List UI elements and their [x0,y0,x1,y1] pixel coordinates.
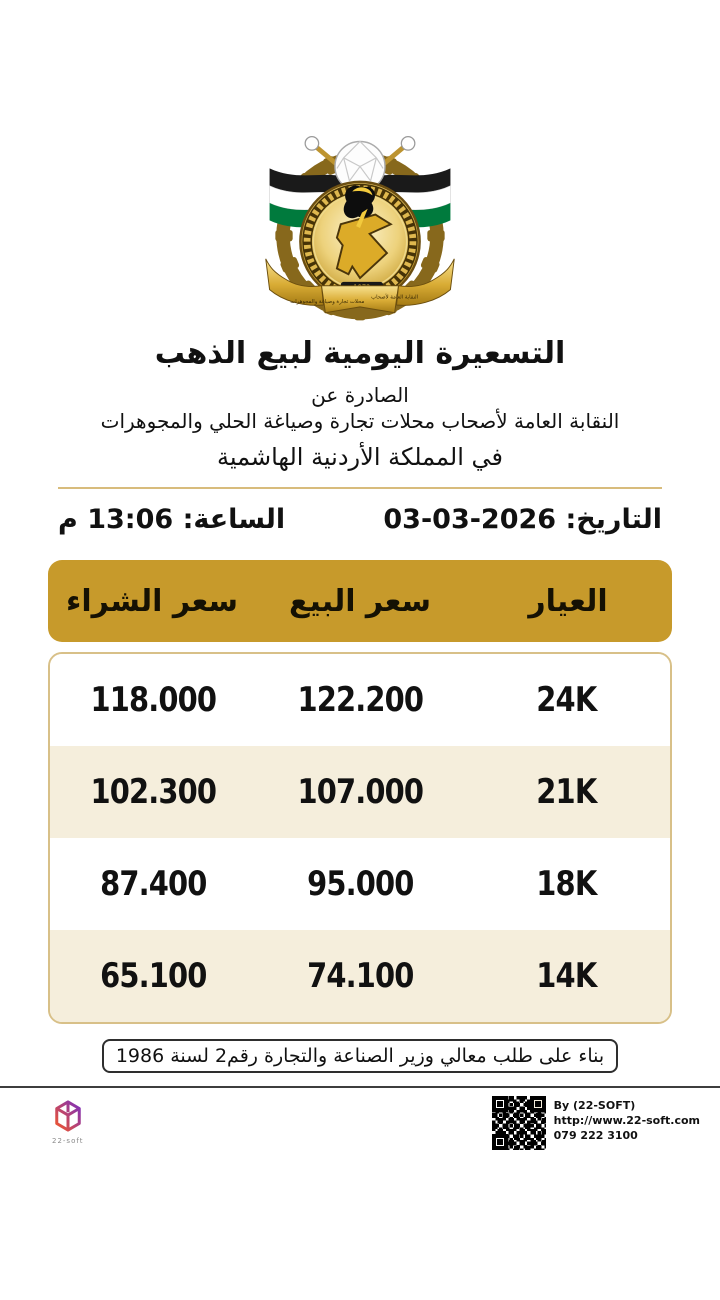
column-buy-price: سعر الشراء [66,583,238,619]
sell-cell: 122.200 [297,680,424,720]
table-header: العيار سعر البيع سعر الشراء [48,560,672,642]
scepter-tip-left [304,136,320,151]
column-karat: العيار [528,583,608,619]
22soft-logo-icon [54,1100,81,1132]
sell-cell: 107.000 [297,772,424,812]
buy-cell: 102.300 [90,772,217,812]
ribbon-banner-icon: النقابة العامة لأصحاب محلات تجارة وصياغة… [265,258,455,314]
buy-cell: 87.400 [100,864,207,904]
software-brand: 22-soft [52,1099,83,1145]
table-body: 24K 122.200 118.000 21K 107.000 102.300 … [48,652,672,1024]
issued-by-label: الصادرة عن [311,383,409,407]
datetime-row: التاريخ: 03-03-2026 الساعة: 13:06 م [0,504,720,535]
time-value: 13:06 م [58,504,174,535]
qr-finder-icon [491,1134,508,1150]
note-row: بناء على طلب معالي وزير الصناعة والتجارة… [0,1039,720,1073]
credit-block: By (22-SOFT) http://www.22-soft.com 079 … [491,1096,700,1150]
page-title: التسعيرة اليومية لبيع الذهب [154,336,566,371]
price-table: العيار سعر البيع سعر الشراء 24K 122.200 … [48,560,672,1024]
jordan-map-icon [335,213,393,280]
organization-name: النقابة العامة لأصحاب محلات تجارة وصياغة… [100,409,620,433]
date-value: 03-03-2026 [383,504,557,535]
scepter-tip-right [400,136,416,151]
sell-cell: 95.000 [306,864,414,904]
column-sell-price: سعر البيع [288,583,432,619]
table-row: 14K 74.100 65.100 [50,930,670,1022]
karat-cell: 24K [536,680,598,720]
footer: 22-soft By (22-SOFT) http://www.22-soft.… [0,1088,720,1150]
ribbon-text-right: النقابة العامة لأصحاب [371,293,418,300]
credit-by: By (22-SOFT) [553,1099,636,1112]
qr-finder-icon [529,1096,546,1112]
time-label: الساعة: [182,504,286,535]
table-row: 21K 107.000 102.300 [50,746,670,838]
karat-cell: 21K [536,772,598,812]
table-row: 18K 95.000 87.400 [50,838,670,930]
time-field: الساعة: 13:06 م [58,504,286,535]
date-label: التاريخ: [565,504,663,535]
qr-code [491,1096,546,1150]
credit-phone: 079 222 3100 [553,1128,638,1142]
karat-cell: 14K [536,956,598,996]
ministerial-note: بناء على طلب معالي وزير الصناعة والتجارة… [101,1039,619,1073]
crucible-icon [343,185,376,229]
gold-divider [58,487,662,489]
syndicate-emblem: 1972 النقابة العامة لأصحاب محلات تجارة و… [254,0,466,334]
syndicate-emblem-icon: 1972 النقابة العامة لأصحاب محلات تجارة و… [265,136,455,321]
table-row: 24K 122.200 118.000 [50,654,670,746]
qr-finder-icon [491,1096,508,1112]
22soft-logo-text: 22-soft [52,1137,84,1145]
karat-cell: 18K [536,864,598,904]
date-field: التاريخ: 03-03-2026 [383,504,662,535]
buy-cell: 65.100 [100,956,207,996]
credit-lines: By (22-SOFT) http://www.22-soft.com 079 … [554,1096,700,1150]
footer-divider [0,1086,720,1088]
kingdom-name: في المملكة الأردنية الهاشمية [216,443,504,471]
ribbon-text-left: محلات تجارة وصياغة والمجوهرات [290,299,364,305]
credit-url: http://www.22-soft.com [553,1113,700,1127]
buy-cell: 118.000 [90,680,217,720]
sell-cell: 74.100 [306,956,414,996]
